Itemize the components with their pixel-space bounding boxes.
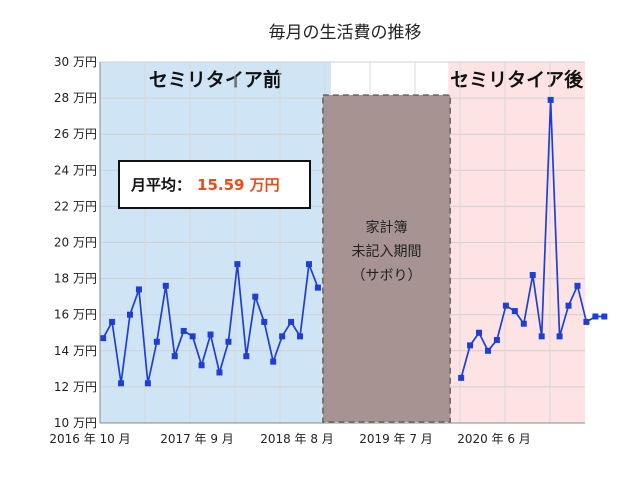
average-label-text: 月平均： xyxy=(130,176,191,194)
data-point xyxy=(467,342,474,349)
x-tick-label: 2018 年 8 月 xyxy=(260,432,334,446)
data-point xyxy=(476,329,483,336)
data-point xyxy=(314,284,321,291)
x-tick-label: 2016 年 10 月 xyxy=(49,432,130,446)
region-label-before: セミリタイア前 xyxy=(149,68,282,91)
data-point xyxy=(574,282,581,289)
x-tick-label: 2019 年 7 月 xyxy=(359,432,433,446)
data-point xyxy=(252,293,259,300)
average-value: 15.59 万円 xyxy=(197,176,280,194)
data-point xyxy=(243,353,250,360)
y-tick-label: 10 万円 xyxy=(54,416,97,430)
data-point xyxy=(520,320,527,327)
gap-annotation-line: （サボり） xyxy=(352,268,422,284)
data-point xyxy=(538,333,545,340)
data-point xyxy=(216,369,223,376)
y-tick-label: 18 万円 xyxy=(54,272,97,286)
data-point xyxy=(180,327,187,334)
data-point xyxy=(198,362,205,369)
y-tick-label: 12 万円 xyxy=(54,380,97,394)
data-point xyxy=(135,286,142,293)
data-point xyxy=(297,333,304,340)
data-point xyxy=(153,338,160,345)
y-tick-label: 30 万円 xyxy=(54,55,97,69)
data-point xyxy=(279,333,286,340)
data-point xyxy=(189,333,196,340)
region-label-after: セミリタイア後 xyxy=(450,68,584,91)
gap-annotation-line: 家計簿 xyxy=(366,219,408,236)
data-point xyxy=(225,338,232,345)
gap-annotation-box xyxy=(322,94,451,423)
data-point xyxy=(162,282,169,289)
data-point xyxy=(305,261,312,268)
data-point xyxy=(270,358,277,365)
data-point xyxy=(502,302,509,309)
data-point xyxy=(100,335,107,342)
y-tick-label: 22 万円 xyxy=(54,199,97,213)
data-point xyxy=(592,313,599,320)
x-tick-label: 2017 年 9 月 xyxy=(160,432,234,446)
data-point xyxy=(556,333,563,340)
data-point xyxy=(565,302,572,309)
data-point xyxy=(529,271,536,278)
y-tick-label: 16 万円 xyxy=(54,308,97,322)
x-tick-label: 2020 年 6 月 xyxy=(457,432,531,446)
data-point xyxy=(484,347,491,354)
data-point xyxy=(144,380,151,387)
y-tick-label: 24 万円 xyxy=(54,163,97,177)
data-point xyxy=(288,318,295,325)
data-point xyxy=(583,318,590,325)
y-tick-label: 28 万円 xyxy=(54,91,97,105)
data-point xyxy=(601,313,608,320)
data-point xyxy=(493,336,500,343)
gap-annotation-line: 未記入期間 xyxy=(352,243,422,260)
data-point xyxy=(109,318,116,325)
data-point xyxy=(458,374,465,381)
data-point xyxy=(171,353,178,360)
chart-title: 毎月の生活費の推移 xyxy=(269,23,422,43)
average-box xyxy=(118,160,311,209)
y-tick-label: 26 万円 xyxy=(54,127,97,141)
data-point xyxy=(234,261,241,268)
data-point xyxy=(207,331,214,338)
data-point xyxy=(547,96,554,103)
data-point xyxy=(126,311,133,318)
y-tick-label: 14 万円 xyxy=(54,344,97,358)
data-point xyxy=(118,380,125,387)
y-tick-label: 20 万円 xyxy=(54,236,97,250)
data-point xyxy=(511,308,518,315)
data-point xyxy=(261,318,268,325)
average-label: 月平均： 15.59 万円 xyxy=(130,176,280,194)
